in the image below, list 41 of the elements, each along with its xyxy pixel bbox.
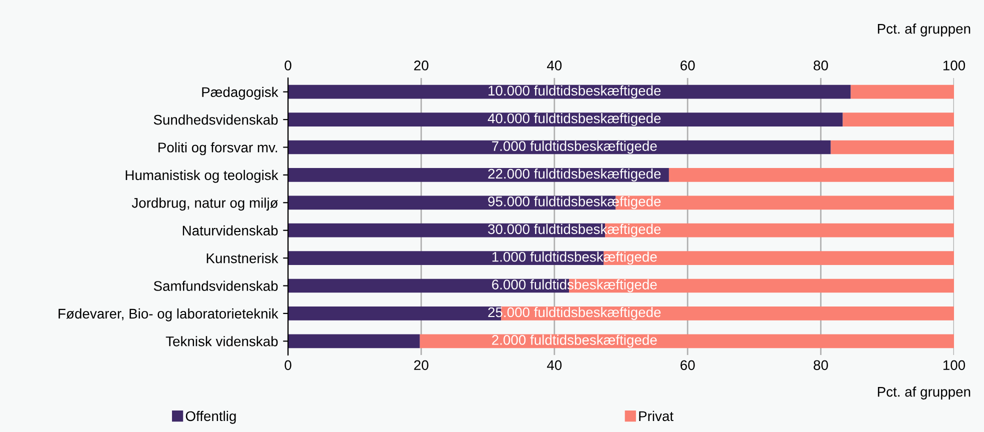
y-tick-label: Humanistisk og teologisk	[126, 170, 278, 183]
annotation: 2.000 fuldtidsbeskæftigede	[492, 334, 657, 348]
bar	[420, 334, 954, 348]
x-tick-label: 80	[814, 360, 828, 370]
bar	[288, 112, 843, 126]
y-tick-label: Teknisk videnskab	[166, 336, 278, 346]
x-tick-label: 100	[943, 360, 966, 370]
y-tick-label: Sundhedsvidenskab	[154, 114, 278, 125]
x2-tick-label: 40	[546, 60, 562, 70]
y-tick-label: Naturvidenskab	[182, 225, 278, 236]
x-tick-label: 60	[680, 360, 695, 370]
x-axis-title: Pct. af gruppen	[878, 386, 970, 400]
legend-label: Offentlig	[186, 410, 236, 424]
y-tick-label: Jordbrug, natur og miljø	[132, 198, 278, 211]
y-tick-label: Samfundsvidenskab	[154, 280, 278, 291]
y-tick-label: Politi og forsvar mv.	[158, 142, 278, 156]
y-tick-label: Pædagogisk	[202, 86, 278, 100]
x2-tick-label: 0	[284, 60, 292, 70]
annotation: 22.000 fuldtidsbeskæftigede	[488, 168, 661, 182]
y-tick-label: Fødevarer, Bio- og laboratorieteknik	[58, 308, 278, 322]
x-tick-label: 40	[546, 360, 562, 370]
y-tick-label: Kunstnerisk	[206, 253, 278, 264]
x2-tick-label: 100	[943, 60, 966, 70]
x-tick-label: 0	[284, 360, 292, 370]
x2-tick-label: 60	[680, 60, 695, 70]
bar	[288, 84, 851, 99]
x2-tick-label: 80	[814, 60, 828, 70]
x2-tick-label: 20	[414, 60, 428, 70]
bar	[288, 168, 669, 182]
bar	[288, 140, 831, 154]
bar	[850, 84, 954, 99]
bar	[668, 168, 954, 182]
annotation: 40.000 fuldtidsbeskæftigede	[488, 113, 661, 126]
x2-axis-title: Pct. af gruppen	[878, 24, 970, 36]
legend-label: Privat	[639, 410, 674, 422]
annotation: 10.000 fuldtidsbeskæftigede	[488, 85, 661, 98]
annotation: 7.000 fuldtidsbeskæftigede	[492, 140, 657, 154]
x-tick-label: 20	[414, 360, 428, 370]
bar	[288, 334, 420, 348]
bar	[842, 112, 954, 126]
bar	[830, 140, 954, 154]
